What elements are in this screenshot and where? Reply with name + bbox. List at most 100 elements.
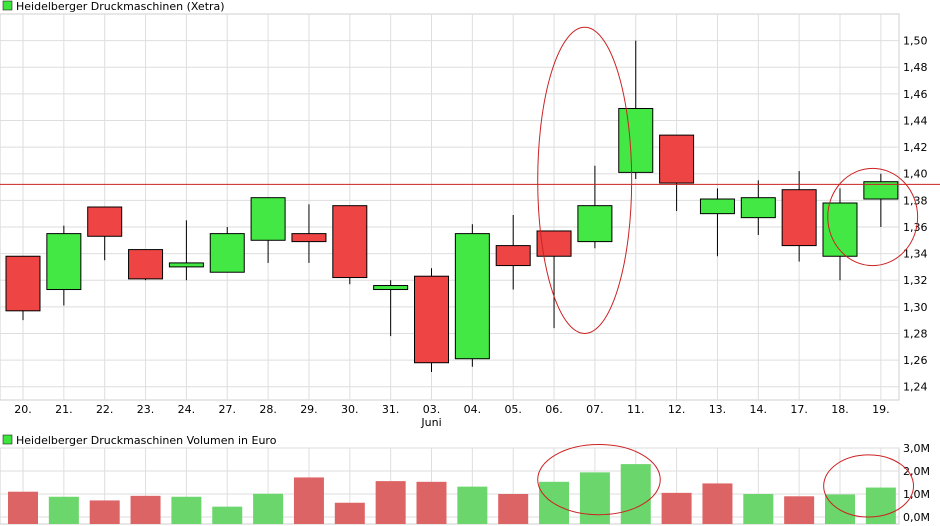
- x-tick-label: 05.: [504, 403, 522, 416]
- price-y-tick: 1,48: [903, 61, 928, 74]
- candle-body-down: [781, 189, 817, 247]
- x-tick-label: 07.: [586, 403, 604, 416]
- x-tick-label: 06.: [545, 403, 563, 416]
- candle-body-up: [740, 197, 776, 219]
- candle: [863, 173, 899, 227]
- price-y-tick: 1,44: [903, 114, 928, 127]
- x-tick-label: 17.: [790, 403, 808, 416]
- volume-bar: [457, 486, 488, 524]
- volume-bar: [825, 494, 855, 524]
- candle-body-down: [291, 233, 327, 243]
- candle: [495, 214, 531, 290]
- candle: [577, 165, 613, 249]
- price-grid: [0, 14, 899, 400]
- volume-bar: [416, 481, 447, 524]
- candle: [699, 188, 735, 257]
- volume-bar: [8, 491, 38, 524]
- volume-bar: [48, 496, 79, 524]
- candle-body-down: [414, 275, 449, 364]
- candle-body-up: [699, 198, 735, 215]
- price-legend-swatch: [2, 0, 13, 11]
- x-tick-label: 19.: [872, 403, 890, 416]
- candle: [209, 226, 245, 273]
- x-tick-label: 11.: [627, 403, 645, 416]
- candle-body-down: [87, 206, 123, 237]
- x-tick-label: 30.: [341, 403, 359, 416]
- price-y-tick: 1,36: [903, 221, 928, 234]
- candle-body-up: [168, 262, 204, 268]
- x-tick-label: 22.: [96, 403, 114, 416]
- volume-bar: [212, 506, 243, 524]
- candle: [128, 249, 164, 281]
- volume-y-tick: 2,0M: [903, 465, 930, 478]
- candle: [168, 220, 204, 281]
- x-tick-label: 20.: [14, 403, 32, 416]
- volume-legend-swatch: [2, 434, 13, 445]
- x-tick-label: 24.: [178, 403, 196, 416]
- candle-body-up: [577, 205, 613, 243]
- price-y-tick: 1,26: [903, 354, 928, 367]
- x-tick-label: 13.: [709, 403, 727, 416]
- price-y-tick: 1,32: [903, 274, 928, 287]
- candle-body-down: [332, 205, 368, 279]
- candle: [250, 197, 286, 263]
- volume-y-tick: 3,0M: [903, 442, 930, 455]
- candle: [740, 180, 776, 235]
- volume-bar: [253, 493, 284, 524]
- volume-bars: [8, 464, 896, 524]
- candle-body-up: [209, 233, 245, 273]
- volume-legend-label: Heidelberger Druckmaschinen Volumen in E…: [16, 434, 277, 447]
- highlight-ellipse: [827, 167, 919, 267]
- volume-bar: [171, 496, 202, 524]
- volume-bar: [579, 472, 610, 524]
- x-tick-label: 12.: [668, 403, 686, 416]
- volume-bar: [293, 477, 324, 524]
- candle: [414, 268, 449, 373]
- candle-body-up: [373, 285, 409, 291]
- candle: [332, 205, 368, 285]
- volume-bar: [743, 494, 774, 524]
- volume-y-tick: 0,0M: [903, 511, 930, 524]
- month-label: Juni: [420, 416, 441, 429]
- candle-body-up: [46, 233, 82, 291]
- highlight-ellipse: [537, 26, 633, 334]
- volume-bar: [375, 481, 406, 524]
- x-tick-label: 31.: [382, 403, 400, 416]
- x-tick-label: 03.: [423, 403, 441, 416]
- candle-body-down: [128, 249, 164, 280]
- candle: [454, 224, 490, 367]
- highlight-ellipse: [537, 444, 661, 516]
- candle: [5, 255, 41, 321]
- x-tick-label: 04.: [464, 403, 482, 416]
- x-tick-label: 27.: [219, 403, 237, 416]
- price-legend-label: Heidelberger Druckmaschinen (Xetra): [16, 0, 225, 13]
- x-tick-label: 21.: [55, 403, 73, 416]
- candles: [5, 40, 899, 373]
- candle-body-down: [659, 134, 695, 184]
- candle: [659, 134, 695, 211]
- candle: [373, 280, 409, 337]
- price-highlights: [537, 26, 919, 334]
- candle: [291, 204, 327, 263]
- price-y-tick: 1,50: [903, 35, 928, 48]
- volume-bar: [702, 483, 733, 524]
- volume-bar: [661, 492, 692, 524]
- volume-bar: [620, 464, 651, 524]
- price-y-tick: 1,46: [903, 88, 928, 101]
- candle: [46, 225, 82, 306]
- price-y-tick: 1,34: [903, 248, 928, 261]
- candle: [781, 171, 817, 262]
- volume-highlights: [537, 444, 915, 518]
- price-y-axis: 1,241,261,281,301,321,341,361,381,401,42…: [903, 35, 928, 394]
- volume-y-tick: 1,0M: [903, 488, 930, 501]
- candle-body-up: [454, 233, 490, 360]
- highlight-ellipse: [823, 454, 915, 518]
- price-y-tick: 1,28: [903, 327, 928, 340]
- candle-body-up: [863, 181, 899, 200]
- candle-body-up: [618, 108, 654, 173]
- candle: [87, 206, 123, 261]
- volume-y-axis: 0,0M 1,0M 2,0M 3,0M: [903, 442, 930, 524]
- candle: [618, 40, 654, 180]
- x-tick-label: 28.: [259, 403, 277, 416]
- x-tick-label: 14.: [750, 403, 768, 416]
